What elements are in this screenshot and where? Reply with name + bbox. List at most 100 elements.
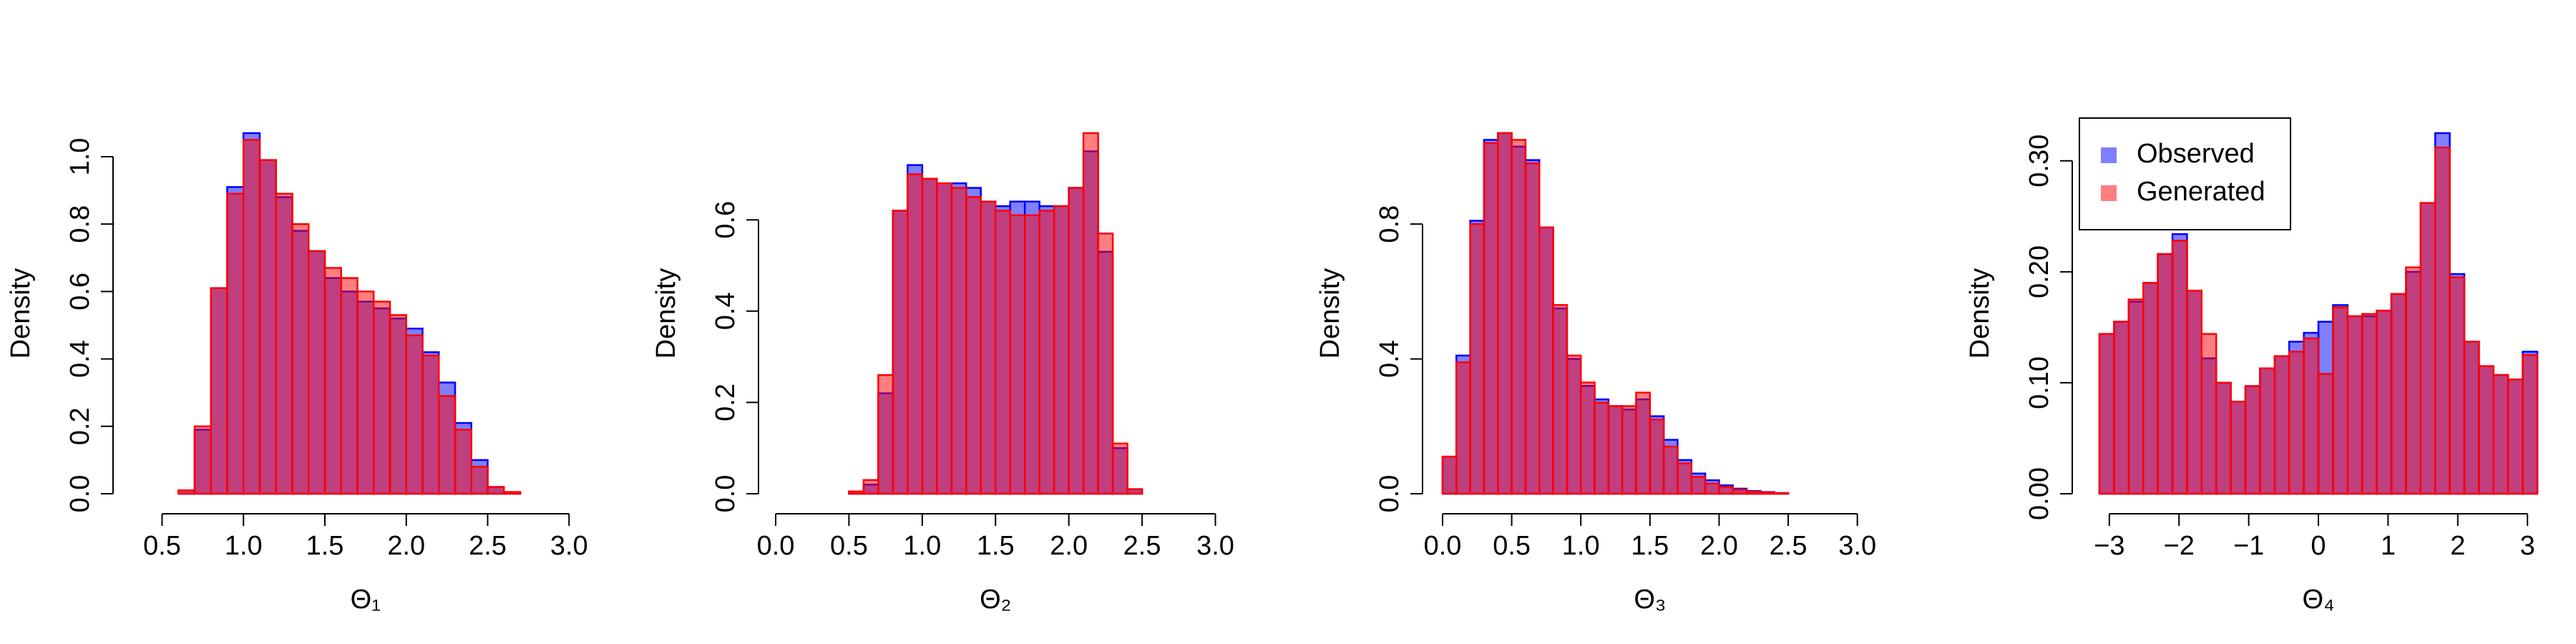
histogram-bar xyxy=(1023,214,1040,495)
histogram-bar xyxy=(470,466,489,495)
histogram-bar xyxy=(2230,401,2247,495)
histogram-bar xyxy=(2478,365,2494,495)
histogram-bar xyxy=(1621,405,1637,495)
x-axis-label: Θ₁ xyxy=(351,585,381,615)
histogram-bar xyxy=(177,489,196,495)
histogram-bar xyxy=(340,277,358,495)
x-axis-label: Θ₄ xyxy=(2302,585,2334,615)
y-tick-label: 0.6 xyxy=(65,273,95,311)
histogram-bar xyxy=(2273,355,2290,495)
y-tick-label: 0.20 xyxy=(2024,245,2054,298)
histogram-bar xyxy=(2390,293,2407,495)
y-tick-label: 0.10 xyxy=(2024,356,2054,409)
x-tick-label: 2.0 xyxy=(1700,531,1738,561)
y-axis-label: Density xyxy=(1315,268,1345,359)
histogram-bar xyxy=(1690,476,1707,495)
y-tick-label: 0.4 xyxy=(711,292,741,330)
histogram-bar xyxy=(892,210,909,495)
histogram-bar xyxy=(2522,353,2539,495)
histogram-bar xyxy=(1552,303,1568,495)
x-tick-label: 2.0 xyxy=(1050,531,1088,561)
histogram-bar xyxy=(1662,445,1679,495)
histogram-bar xyxy=(291,223,310,495)
x-tick-label: 3.0 xyxy=(1196,531,1234,561)
histogram-bar xyxy=(980,200,997,495)
histogram-bar xyxy=(2200,333,2218,495)
histogram-bar xyxy=(2463,341,2480,495)
histogram-bar xyxy=(2419,202,2436,495)
x-tick-label: 2 xyxy=(2450,531,2465,561)
legend-swatch xyxy=(2101,147,2117,163)
histogram-bar xyxy=(1441,455,1458,495)
histogram-bar xyxy=(862,479,879,495)
histogram-bar xyxy=(1038,210,1055,495)
x-tick-label: 1.5 xyxy=(1631,531,1669,561)
histogram-bar xyxy=(1009,214,1026,495)
histogram-bar xyxy=(1097,233,1114,495)
legend-label: Observed xyxy=(2137,139,2255,169)
histogram-bar xyxy=(2142,282,2159,495)
y-tick-label: 0.4 xyxy=(1375,340,1405,378)
x-tick-label: −2 xyxy=(2164,531,2195,561)
histogram-bar xyxy=(210,287,228,495)
histogram-bar xyxy=(226,192,245,495)
histogram-bar xyxy=(308,250,326,495)
histogram-bar xyxy=(1773,492,1790,495)
y-tick-label: 0.0 xyxy=(1375,475,1405,513)
x-tick-label: 2.5 xyxy=(1123,531,1161,561)
histogram-bar xyxy=(1111,442,1128,495)
x-tick-label: 3.0 xyxy=(550,531,588,561)
histogram-bar xyxy=(243,139,261,495)
histogram-bar xyxy=(1704,482,1720,495)
histogram-bar xyxy=(1483,142,1499,495)
histogram-bar xyxy=(1718,486,1735,495)
x-tick-label: 1.0 xyxy=(225,531,263,561)
histogram-bar xyxy=(1524,162,1541,495)
histogram-bar xyxy=(2171,240,2188,495)
histogram-bar xyxy=(2346,315,2363,495)
x-tick-label: 1.5 xyxy=(306,531,344,561)
histogram-bar xyxy=(1594,401,1610,495)
histogram-bar xyxy=(356,291,375,495)
x-tick-label: −1 xyxy=(2233,531,2264,561)
y-tick-label: 0.30 xyxy=(2024,135,2054,187)
histogram-bar xyxy=(965,196,982,495)
histogram-bar xyxy=(454,429,472,495)
histogram-bar xyxy=(2259,367,2276,495)
histogram-bar xyxy=(2434,146,2451,495)
histogram-bar xyxy=(2098,333,2115,495)
histogram-bar xyxy=(1511,139,1527,495)
histogram-bar xyxy=(1068,187,1085,495)
legend-label: Generated xyxy=(2137,177,2265,207)
x-tick-label: 3.0 xyxy=(1838,531,1876,561)
x-tick-label: 0.5 xyxy=(830,531,868,561)
y-tick-label: 0.8 xyxy=(1375,205,1405,243)
histogram-bar xyxy=(2215,381,2232,495)
histogram-bar xyxy=(258,159,277,495)
histogram-bar xyxy=(1538,226,1554,495)
histogram-bar xyxy=(1745,490,1762,495)
histogram-bar xyxy=(2361,313,2378,495)
histogram-bar xyxy=(373,301,391,495)
y-tick-label: 0.00 xyxy=(2024,467,2054,520)
histogram-bar xyxy=(503,491,522,495)
legend-swatch xyxy=(2101,185,2117,201)
y-tick-label: 0.6 xyxy=(711,201,741,239)
histogram-bar xyxy=(323,267,342,495)
x-axis-label: Θ₃ xyxy=(1634,585,1666,615)
y-axis-label: Density xyxy=(651,268,681,359)
x-tick-label: 0 xyxy=(2311,531,2326,561)
x-axis-label: Θ₂ xyxy=(980,585,1011,615)
histogram-bar xyxy=(1635,391,1652,495)
histogram-bar xyxy=(1497,132,1513,495)
y-axis-label: Density xyxy=(1965,268,1995,359)
histogram-bar xyxy=(1760,491,1775,495)
x-tick-label: 2.5 xyxy=(469,531,507,561)
histogram-bar xyxy=(2127,298,2145,495)
histogram-bar xyxy=(487,486,505,495)
histogram-bar xyxy=(2449,276,2466,495)
histogram-bar xyxy=(438,395,457,495)
histogram-bar xyxy=(848,490,865,495)
histogram-bar xyxy=(950,187,967,495)
